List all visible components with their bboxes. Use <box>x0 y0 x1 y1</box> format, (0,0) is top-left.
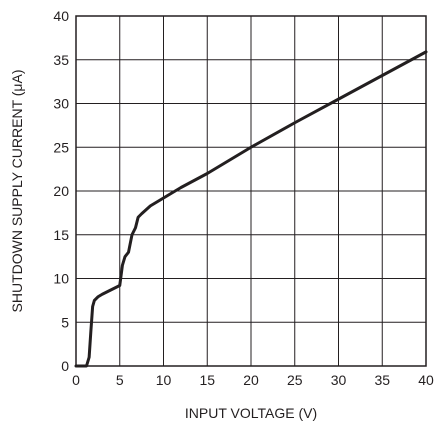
x-tick-label: 15 <box>199 372 215 388</box>
x-tick-label: 0 <box>72 372 80 388</box>
y-tick-label: 0 <box>61 358 69 374</box>
y-tick-label: 20 <box>53 183 69 199</box>
y-tick-label: 5 <box>61 314 69 330</box>
series-line <box>74 50 428 368</box>
y-tick-label: 25 <box>53 139 69 155</box>
x-tick-label: 35 <box>374 372 390 388</box>
x-tick-label: 10 <box>156 372 172 388</box>
x-tick-label: 30 <box>331 372 347 388</box>
grid <box>76 16 426 366</box>
y-tick-label: 30 <box>53 96 69 112</box>
y-tick-labels: 0 5 10 15 20 25 30 35 40 <box>53 8 69 374</box>
y-tick-label: 40 <box>53 8 69 24</box>
y-tick-label: 35 <box>53 52 69 68</box>
x-axis-title: INPUT VOLTAGE (V) <box>185 405 317 421</box>
y-tick-label: 10 <box>53 271 69 287</box>
plot-frame <box>75 15 427 367</box>
x-tick-label: 25 <box>287 372 303 388</box>
x-tick-label: 40 <box>418 372 434 388</box>
x-tick-label: 5 <box>116 372 124 388</box>
y-tick-label: 15 <box>53 227 69 243</box>
x-tick-label: 20 <box>243 372 259 388</box>
y-axis-title: SHUTDOWN SUPPLY CURRENT (μA) <box>9 70 25 313</box>
x-tick-labels: 0 5 10 15 20 25 30 35 40 <box>72 372 434 388</box>
